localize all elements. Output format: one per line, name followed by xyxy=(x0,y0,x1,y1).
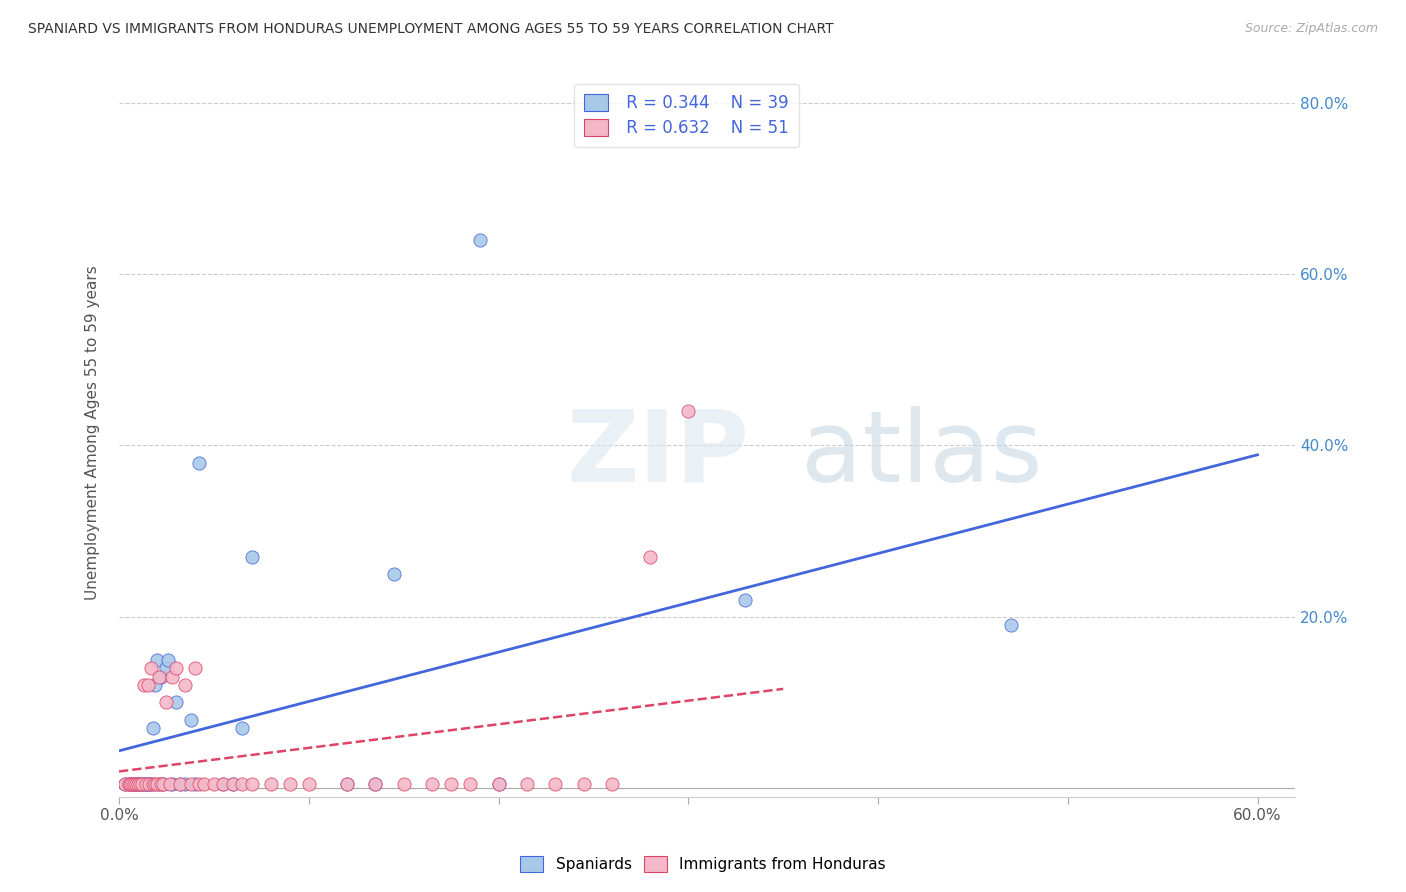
Text: atlas: atlas xyxy=(801,406,1043,503)
Point xyxy=(152,777,174,791)
Point xyxy=(155,695,177,709)
Point xyxy=(146,652,169,666)
Point xyxy=(468,233,491,247)
Text: Source: ZipAtlas.com: Source: ZipAtlas.com xyxy=(1244,22,1378,36)
Point xyxy=(122,777,145,791)
Point xyxy=(132,777,155,791)
Point xyxy=(159,777,181,791)
Point xyxy=(142,777,165,791)
Point xyxy=(117,777,139,791)
Point xyxy=(169,777,191,791)
Y-axis label: Unemployment Among Ages 55 to 59 years: Unemployment Among Ages 55 to 59 years xyxy=(86,265,100,600)
Point xyxy=(640,549,662,564)
Point xyxy=(148,670,170,684)
Point xyxy=(678,404,700,418)
Point xyxy=(160,777,183,791)
Point xyxy=(122,777,145,791)
Point xyxy=(114,777,136,791)
Point xyxy=(222,777,245,791)
Point xyxy=(135,777,157,791)
Point xyxy=(544,777,567,791)
Point xyxy=(193,777,215,791)
Point xyxy=(157,652,180,666)
Point xyxy=(120,777,142,791)
Point xyxy=(298,777,321,791)
Point xyxy=(141,777,163,791)
Point xyxy=(240,777,263,791)
Point xyxy=(180,777,202,791)
Point xyxy=(212,777,235,791)
Point xyxy=(184,777,207,791)
Point xyxy=(222,777,245,791)
Point xyxy=(169,777,191,791)
Point xyxy=(129,777,152,791)
Point xyxy=(187,777,209,791)
Point xyxy=(127,777,149,791)
Point xyxy=(516,777,538,791)
Point xyxy=(187,456,209,470)
Point xyxy=(121,777,143,791)
Point xyxy=(260,777,283,791)
Point xyxy=(382,566,405,581)
Point xyxy=(440,777,463,791)
Point xyxy=(136,777,159,791)
Point xyxy=(135,777,157,791)
Point xyxy=(165,695,187,709)
Point xyxy=(572,777,595,791)
Point xyxy=(212,777,235,791)
Point xyxy=(160,670,183,684)
Point xyxy=(121,777,143,791)
Point xyxy=(127,777,149,791)
Legend: Spaniards, Immigrants from Honduras: Spaniards, Immigrants from Honduras xyxy=(513,848,893,880)
Point xyxy=(132,678,155,692)
Point xyxy=(142,721,165,735)
Point xyxy=(149,777,172,791)
Point xyxy=(138,777,160,791)
Point xyxy=(278,777,301,791)
Point xyxy=(420,777,443,791)
Point xyxy=(240,549,263,564)
Point xyxy=(149,670,172,684)
Point xyxy=(125,777,148,791)
Point xyxy=(364,777,387,791)
Legend:  R = 0.344    N = 39,  R = 0.632    N = 51: R = 0.344 N = 39, R = 0.632 N = 51 xyxy=(575,84,799,147)
Point xyxy=(231,721,253,735)
Point xyxy=(131,777,153,791)
Point xyxy=(180,713,202,727)
Point xyxy=(392,777,415,791)
Point xyxy=(129,777,152,791)
Point xyxy=(114,777,136,791)
Point xyxy=(602,777,624,791)
Point xyxy=(488,777,510,791)
Point xyxy=(155,661,177,675)
Point xyxy=(336,777,359,791)
Point xyxy=(143,678,166,692)
Point xyxy=(148,777,170,791)
Point xyxy=(131,777,153,791)
Point xyxy=(125,777,148,791)
Point xyxy=(152,777,174,791)
Point xyxy=(734,592,756,607)
Point xyxy=(202,777,225,791)
Point xyxy=(141,661,163,675)
Point xyxy=(488,777,510,791)
Point xyxy=(143,777,166,791)
Point xyxy=(174,777,197,791)
Text: SPANIARD VS IMMIGRANTS FROM HONDURAS UNEMPLOYMENT AMONG AGES 55 TO 59 YEARS CORR: SPANIARD VS IMMIGRANTS FROM HONDURAS UNE… xyxy=(28,22,834,37)
Point xyxy=(174,678,197,692)
Point xyxy=(1000,618,1022,632)
Point xyxy=(165,661,187,675)
Text: ZIP: ZIP xyxy=(567,406,749,503)
Point xyxy=(231,777,253,791)
Point xyxy=(146,777,169,791)
Point xyxy=(364,777,387,791)
Point xyxy=(184,661,207,675)
Point xyxy=(136,678,159,692)
Point xyxy=(138,777,160,791)
Point xyxy=(336,777,359,791)
Point xyxy=(458,777,481,791)
Point xyxy=(117,777,139,791)
